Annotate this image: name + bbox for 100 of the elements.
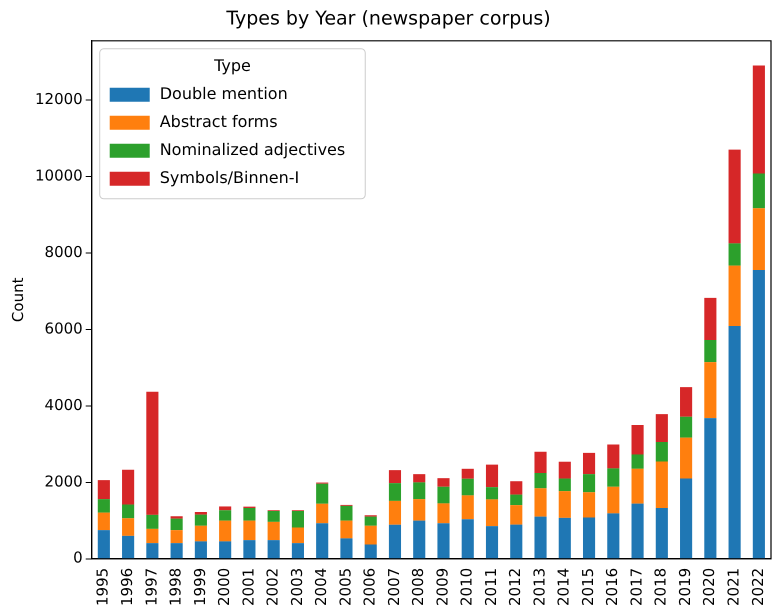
bar xyxy=(98,499,110,513)
y-tick-label: 12000 xyxy=(35,90,83,108)
bar xyxy=(704,298,716,340)
bar xyxy=(413,499,426,521)
bar xyxy=(316,523,328,558)
bar xyxy=(632,425,644,454)
bar xyxy=(122,504,134,518)
y-tick-label: 10000 xyxy=(35,166,83,184)
bar xyxy=(558,462,571,479)
bar xyxy=(316,484,328,504)
x-tick-label: 2012 xyxy=(506,568,524,606)
bar xyxy=(194,526,207,542)
bar xyxy=(243,508,256,521)
x-tick-label: 1995 xyxy=(94,568,112,606)
x-tick-label: 2005 xyxy=(336,568,354,606)
x-tick-label: 2022 xyxy=(748,568,767,606)
bar xyxy=(656,462,668,508)
y-axis-title: Count xyxy=(8,277,27,322)
bar xyxy=(486,526,498,558)
bar xyxy=(510,481,522,495)
legend-label: Nominalized adjectives xyxy=(160,140,346,159)
bar xyxy=(534,452,547,473)
x-tick-label: 2010 xyxy=(458,568,476,606)
x-tick-label: 2013 xyxy=(530,568,548,606)
bar xyxy=(728,326,741,558)
x-tick-label: 2001 xyxy=(239,568,258,606)
bar xyxy=(98,480,110,500)
x-tick-label: 1998 xyxy=(166,568,185,606)
bar xyxy=(146,514,158,529)
x-tick-label: 2006 xyxy=(360,568,379,606)
x-tick-label: 2000 xyxy=(215,568,234,606)
bar xyxy=(268,511,280,522)
bar xyxy=(680,416,692,438)
y-tick-label: 2000 xyxy=(44,472,83,490)
bar xyxy=(558,491,571,518)
bar xyxy=(170,530,183,544)
bar xyxy=(607,468,620,487)
bar xyxy=(437,523,450,558)
bar xyxy=(146,528,158,544)
bar xyxy=(122,518,134,536)
bar xyxy=(656,508,668,558)
x-tick-label: 2011 xyxy=(482,568,500,606)
bar xyxy=(194,541,207,558)
bar xyxy=(534,488,547,517)
bar xyxy=(752,270,765,558)
bar xyxy=(388,524,402,558)
y-tick-label: 8000 xyxy=(44,242,83,261)
bar xyxy=(194,514,207,526)
x-tick-label: 2019 xyxy=(676,568,694,606)
bar xyxy=(413,474,426,482)
bar xyxy=(582,452,596,474)
x-tick-label: 2007 xyxy=(384,568,403,606)
bar xyxy=(219,541,232,558)
x-tick-label: 2017 xyxy=(627,568,646,606)
bar xyxy=(510,505,522,525)
bar xyxy=(388,500,402,525)
bar xyxy=(607,486,620,514)
bar xyxy=(194,512,207,515)
bar xyxy=(704,418,716,558)
bar xyxy=(534,473,547,488)
bar xyxy=(122,536,134,558)
y-tick-label: 6000 xyxy=(44,319,83,338)
bar xyxy=(437,503,450,524)
bar xyxy=(413,520,426,558)
bar xyxy=(607,513,620,558)
bar xyxy=(728,266,741,326)
x-tick-label: 2020 xyxy=(700,568,718,606)
bar xyxy=(243,540,256,558)
bar xyxy=(486,487,498,500)
legend-label: Double mention xyxy=(160,84,288,103)
x-tick-label: 2003 xyxy=(288,568,306,606)
bar xyxy=(340,538,353,558)
legend-label: Symbols/Binnen-I xyxy=(160,168,300,187)
bar xyxy=(364,516,377,526)
bar xyxy=(98,530,110,558)
x-tick-label: 2009 xyxy=(433,568,452,606)
bar xyxy=(582,492,596,518)
bar xyxy=(534,516,547,558)
bar xyxy=(292,527,304,544)
bar xyxy=(170,543,183,558)
bar xyxy=(632,468,644,504)
bar xyxy=(486,464,498,488)
x-tick-label: 2015 xyxy=(578,568,597,606)
x-tick-label: 2004 xyxy=(312,568,330,606)
bar xyxy=(413,482,426,500)
bar xyxy=(558,478,571,492)
bar xyxy=(582,474,596,492)
bar xyxy=(462,468,474,479)
bar xyxy=(219,510,232,521)
bar xyxy=(582,518,596,558)
bar xyxy=(632,504,644,558)
x-tick-label: 2016 xyxy=(603,568,622,606)
bar xyxy=(388,483,402,501)
bar xyxy=(316,504,328,524)
bar xyxy=(510,524,522,558)
bar xyxy=(268,540,280,558)
bar xyxy=(364,526,377,544)
bar xyxy=(462,478,474,496)
bar xyxy=(437,478,450,487)
bar xyxy=(510,494,522,506)
